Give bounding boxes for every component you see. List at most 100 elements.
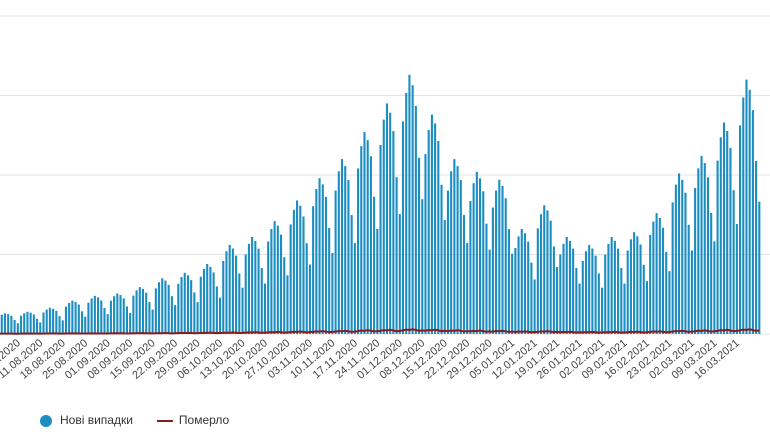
bar — [614, 241, 616, 334]
bar — [245, 254, 247, 334]
bar — [469, 201, 471, 334]
bar — [633, 232, 635, 334]
bar — [607, 244, 609, 334]
bar — [277, 226, 279, 334]
bar — [116, 293, 118, 334]
bar — [129, 313, 131, 334]
bar — [553, 246, 555, 334]
bar — [611, 237, 613, 334]
bar — [598, 273, 600, 334]
bar — [700, 156, 702, 334]
bar — [675, 185, 677, 334]
bar — [643, 265, 645, 334]
bar — [447, 191, 449, 334]
bar — [81, 311, 83, 334]
bar — [630, 239, 632, 334]
bar — [14, 320, 16, 334]
bar — [10, 316, 12, 334]
bar — [466, 243, 468, 334]
bar — [4, 313, 6, 334]
bar — [684, 193, 686, 334]
bar — [569, 241, 571, 334]
bar — [681, 180, 683, 334]
bar — [58, 316, 60, 334]
bar — [354, 243, 356, 334]
bar — [235, 256, 237, 334]
bar — [216, 286, 218, 334]
bar — [408, 75, 410, 334]
bar — [312, 206, 314, 334]
bar — [341, 159, 343, 334]
bar — [399, 214, 401, 334]
bar — [534, 279, 536, 334]
bar — [274, 221, 276, 334]
bar — [424, 154, 426, 334]
bar — [306, 243, 308, 334]
bar — [396, 177, 398, 334]
bar — [636, 236, 638, 334]
bar — [119, 295, 121, 334]
bar — [444, 220, 446, 334]
bar — [652, 222, 654, 334]
bar — [33, 314, 35, 334]
bar — [39, 322, 41, 334]
bar — [84, 317, 86, 334]
bar — [23, 313, 25, 334]
bar — [357, 168, 359, 334]
bar — [717, 161, 719, 334]
bar — [184, 273, 186, 334]
bar — [376, 229, 378, 334]
bar — [623, 284, 625, 334]
bar — [229, 245, 231, 334]
bar — [1, 315, 3, 334]
bar — [238, 273, 240, 334]
bar — [473, 183, 475, 334]
bar — [319, 178, 321, 334]
bar — [585, 251, 587, 334]
bar — [489, 250, 491, 334]
bar — [418, 158, 420, 334]
bar — [659, 218, 661, 334]
bar — [290, 224, 292, 334]
bar — [139, 287, 141, 334]
bar — [338, 171, 340, 334]
bar — [656, 213, 658, 334]
bar — [437, 141, 439, 334]
bar — [219, 298, 221, 334]
bar — [572, 249, 574, 334]
bar — [328, 228, 330, 334]
bar — [46, 310, 48, 334]
bar — [752, 110, 754, 334]
bar — [302, 216, 304, 334]
bar — [412, 85, 414, 334]
bar — [193, 292, 195, 334]
bar — [482, 191, 484, 334]
bar — [402, 121, 404, 334]
bar — [691, 250, 693, 334]
bar — [49, 308, 51, 334]
bar — [498, 180, 500, 334]
bar — [559, 254, 561, 334]
bar — [662, 228, 664, 334]
bar — [142, 289, 144, 334]
bar — [389, 113, 391, 334]
bar — [347, 180, 349, 334]
bar — [177, 284, 179, 334]
bar — [283, 257, 285, 334]
bar — [739, 125, 741, 334]
bar — [335, 191, 337, 334]
bar — [508, 229, 510, 334]
bar — [460, 180, 462, 334]
bar — [280, 235, 282, 334]
bar — [383, 120, 385, 334]
bar — [30, 313, 32, 334]
bar — [405, 93, 407, 334]
bar — [595, 256, 597, 334]
bar — [36, 319, 38, 334]
bar — [152, 310, 154, 334]
bar — [540, 214, 542, 334]
bar — [392, 131, 394, 334]
bar — [588, 245, 590, 334]
bar — [386, 103, 388, 334]
bar — [649, 235, 651, 334]
